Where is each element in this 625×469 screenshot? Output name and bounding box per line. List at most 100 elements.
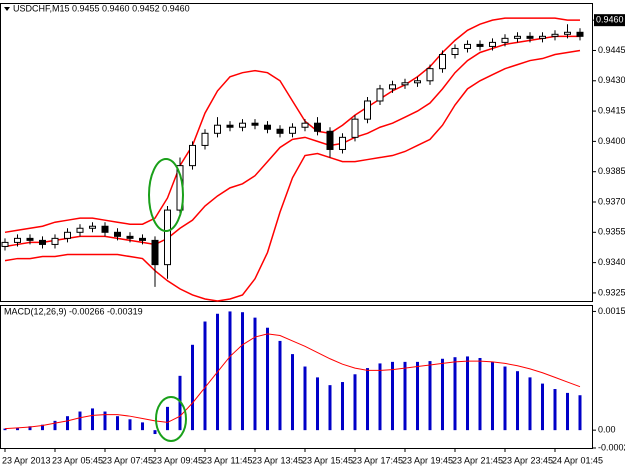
x-tick-label: 23 Apr 11:45 [202,455,252,465]
y-tick-label: 0.9415 [598,105,625,115]
candle-body [376,88,384,102]
macd-bar [16,427,19,431]
candle-body [389,84,396,90]
candle-body [539,35,546,39]
y-tick-label: 0.9340 [598,257,625,267]
bollinger-band [4,17,580,234]
macd-bar [28,426,32,431]
price-panel-frame [0,3,593,302]
x-tick-label: 23 Apr 23:45 [502,455,553,465]
price-title: USDCHF,M15 0.9455 0.9460 0.9452 0.9460 [13,3,190,13]
macd-bar [566,392,569,431]
macd-bar [178,375,182,431]
candle-body [64,231,71,239]
candle-body [276,128,284,134]
x-tick-label: 23 Apr 13:45 [252,455,303,465]
macd-bar [153,430,157,435]
x-tick-label: 23 Apr 15:45 [302,455,353,465]
plot: 0.9445 0.9430 0.9415 0.9400 0.9385 0.9370 0.93… [1,14,625,465]
macd-bar [541,383,544,431]
x-tick-label: 23 Apr 2013 [2,455,51,465]
annotation-ellipse [155,396,187,442]
macd-bar [366,368,369,431]
candle-body [451,47,459,56]
candle-body [576,31,584,37]
y-tick-label: 0.9400 [598,136,625,146]
y-tick-label: 0.00 [598,425,616,435]
candle-body [264,124,271,130]
y-tick-label: 0.9445 [598,45,625,55]
candle-body [426,68,434,82]
y-tick-label: 0.9355 [598,227,625,237]
signal-line [4,333,581,430]
candle-body [339,136,346,150]
candle-body [226,124,234,128]
candle-body [76,227,84,233]
candle-body [14,237,21,243]
y-tick-label: 0.9430 [598,75,625,85]
y-tick-label: 0.9370 [598,196,625,206]
macd-bar [453,357,457,431]
x-tick-label: 23 Apr 09:45 [152,455,203,465]
macd-bar [116,416,119,431]
bollinger-band [4,35,580,248]
candle-body [51,237,59,245]
macd-bar [466,356,469,431]
y-tick-label: 0.9325 [598,287,625,297]
macd-bar [503,366,507,431]
candle-body [201,132,209,146]
candle-body [89,225,96,229]
macd-bar [191,344,194,431]
macd-bar [291,354,294,431]
candle-body [514,35,521,39]
macd-title: MACD(12,26,9) -0.00266 -0.00319 [4,306,143,316]
macd-bar [441,358,444,431]
macd-bar [103,411,107,431]
candle-body [289,126,296,134]
candle-body [439,54,446,70]
macd-bar [353,374,357,431]
annotation-ellipse [148,158,184,232]
dropdown-icon [4,7,10,11]
candle-body [414,80,421,84]
candle-body [251,122,259,126]
macd-bar [578,395,582,431]
candle-body [351,118,359,138]
candle-body [139,237,146,241]
candle-body [501,37,509,43]
candle-body [39,239,46,245]
macd-bar [91,408,94,431]
candle-body [114,231,121,237]
candle-body [476,43,484,47]
candle-body [364,100,371,120]
macd-bar [266,327,269,431]
macd-panel-frame [0,305,593,449]
last-price-label: 0.9460 [596,15,624,25]
candle-body [489,41,496,47]
macd-bar [278,340,282,431]
candle-body [214,124,221,134]
macd-bar [78,411,82,431]
macd-bar [553,389,557,431]
macd-bar [303,366,307,431]
candle-body [326,130,334,150]
candle-body [301,122,309,128]
last-price-box [594,14,625,27]
macd-bar [491,361,494,431]
macd-bar [41,424,44,431]
macd-bar [316,377,319,431]
macd-bar [3,428,7,431]
macd-bar [391,361,394,431]
macd-bar [241,312,244,431]
x-tick-label: 23 Apr 21:45 [452,455,503,465]
candle-body [126,235,134,239]
candle-body [464,43,471,49]
y-tick-label: 0.9385 [598,166,625,176]
candle-body [26,237,34,241]
x-tick-label: 23 Apr 17:45 [352,455,403,465]
candle-body [189,144,196,167]
candle-body [526,35,534,39]
